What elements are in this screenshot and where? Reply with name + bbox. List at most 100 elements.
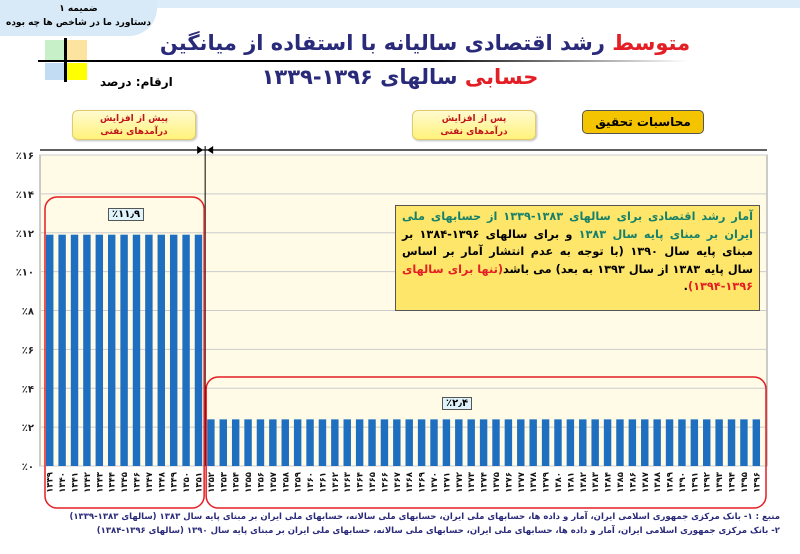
y-tick-label: ٪۲ xyxy=(22,423,34,434)
title-text: رشد اقتصادی سالیانه با استفاده از میانگی… xyxy=(159,31,613,55)
y-tick-label: ٪۱۶ xyxy=(16,151,34,162)
bar xyxy=(727,419,736,466)
data-label-after: ٪۲٫۴ xyxy=(442,397,473,410)
x-tick-label: ۱۳۴۳ xyxy=(95,471,105,493)
x-tick-label: ۱۳۵۷ xyxy=(269,471,279,493)
x-tick-label: ۱۳۵۹ xyxy=(294,471,304,493)
x-tick-label: ۱۳۸۲ xyxy=(579,471,589,493)
bar xyxy=(380,419,389,466)
source-note: منبع : ۱- بانک مرکزی جمهوری اسلامی ایران… xyxy=(60,510,780,538)
bar xyxy=(256,419,265,466)
x-tick-label: ۱۳۷۳ xyxy=(467,471,477,493)
y-tick-label: ٪۱۴ xyxy=(16,190,34,201)
before-oil-label-line2: درآمدهای نفتی xyxy=(100,127,168,137)
bar xyxy=(281,419,289,466)
note-box: آمار رشد اقتصادی برای سالهای ۱۳۸۳-۱۳۳۹ ا… xyxy=(395,205,760,311)
x-tick-label: ۱۳۶۱ xyxy=(318,472,328,493)
x-tick-label: ۱۳۶۹ xyxy=(418,471,428,493)
data-label-before: ٪۱۱٫۹ xyxy=(108,208,145,221)
annex-number: ضمیمه ۱ xyxy=(59,4,98,14)
bar xyxy=(355,419,364,466)
bar xyxy=(690,419,699,466)
bar xyxy=(393,419,401,466)
bar xyxy=(107,234,116,466)
bar xyxy=(331,419,339,466)
units-label: ارقام: درصد xyxy=(100,75,173,89)
x-tick-label: ۱۳۶۲ xyxy=(331,471,341,493)
bar xyxy=(529,419,537,466)
bar xyxy=(207,419,215,466)
x-tick-label: ۱۳۶۷ xyxy=(393,471,403,493)
bar xyxy=(293,419,302,466)
x-tick-label: ۱۳۸۵ xyxy=(616,472,626,493)
before-oil-label: پیش از افزایش درآمدهای نفتی xyxy=(72,110,196,140)
bar xyxy=(83,234,91,466)
highlight-after xyxy=(205,376,767,509)
x-tick-label: ۱۳۴۰ xyxy=(58,472,68,493)
bar xyxy=(678,419,686,466)
x-tick-label: ۱۳۷۲ xyxy=(455,471,465,493)
bar xyxy=(231,419,240,466)
x-tick-label: ۱۳۹۲ xyxy=(703,471,713,493)
bar xyxy=(95,234,104,466)
bar xyxy=(58,234,66,466)
bar xyxy=(70,234,79,466)
bar xyxy=(132,234,141,466)
x-tick-label: ۱۳۷۱ xyxy=(442,472,452,493)
x-tick-label: ۱۳۵۴ xyxy=(232,472,242,493)
x-tick-label: ۱۳۴۶ xyxy=(132,472,142,493)
logo-orange-square xyxy=(67,40,87,60)
x-tick-label: ۱۳۹۳ xyxy=(715,471,725,493)
x-tick-label: ۱۳۶۵ xyxy=(368,472,378,493)
x-tick-label: ۱۳۸۴ xyxy=(604,472,614,493)
x-tick-label: ۱۳۵۵ xyxy=(244,472,254,493)
bar xyxy=(467,419,475,466)
bar xyxy=(603,419,612,466)
bar xyxy=(591,419,599,466)
bar xyxy=(665,419,674,466)
x-tick-label: ۱۳۸۳ xyxy=(591,471,601,493)
x-tick-label: ۱۳۴۸ xyxy=(157,471,167,493)
after-oil-label-line1: پس از افزایش xyxy=(441,114,507,124)
y-tick-label: ٪۱۲ xyxy=(16,229,34,240)
x-tick-label: ۱۳۴۴ xyxy=(108,472,118,493)
x-tick-label: ۱۳۷۴ xyxy=(480,472,490,493)
bar xyxy=(703,419,711,466)
bar xyxy=(479,419,488,466)
x-tick-label: ۱۳۴۷ xyxy=(145,471,155,493)
bar xyxy=(504,419,513,466)
chart-title-line2: حسابی سالهای ۱۳۹۶-۱۳۳۹ xyxy=(150,62,650,92)
y-tick-label: ٪۴ xyxy=(22,384,34,395)
source-line1: منبع : ۱- بانک مرکزی جمهوری اسلامی ایران… xyxy=(69,512,780,522)
top-band xyxy=(0,0,800,8)
bar xyxy=(492,419,500,466)
bar xyxy=(653,419,661,466)
x-tick-label: ۱۳۴۹ xyxy=(170,471,180,493)
bar xyxy=(46,234,54,466)
x-tick-label: ۱۳۵۸ xyxy=(281,471,291,493)
x-tick-label: ۱۳۸۱ xyxy=(566,472,576,493)
x-tick-label: ۱۳۹۴ xyxy=(728,472,738,493)
x-tick-label: ۱۳۵۲ xyxy=(207,471,217,493)
y-tick-label: ٪۸ xyxy=(22,307,34,318)
y-tick-label: ٪۶ xyxy=(22,345,34,356)
note-text-green: آمار رشد اقتصادی برای سالهای ۱۳۸۳-۱۳۳۹ ا… xyxy=(402,210,753,241)
bar xyxy=(318,419,327,466)
x-tick-label: ۱۳۹۶ xyxy=(752,472,762,493)
x-tick-label: ۱۳۸۹ xyxy=(666,471,676,493)
bar xyxy=(715,419,723,466)
bar xyxy=(641,419,649,466)
bar xyxy=(405,419,413,466)
x-tick-label: ۱۳۹۰ xyxy=(678,472,688,493)
bar xyxy=(343,419,351,466)
arrow-icon xyxy=(197,146,214,154)
bar xyxy=(752,419,761,466)
bar xyxy=(157,234,166,466)
title-text-2: سالهای ۱۳۹۶-۱۳۳۹ xyxy=(261,65,465,89)
x-tick-label: ۱۳۷۷ xyxy=(517,471,527,493)
bar xyxy=(182,234,190,466)
x-tick-label: ۱۳۶۸ xyxy=(405,471,415,493)
x-tick-label: ۱۳۸۶ xyxy=(628,472,638,493)
x-tick-label: ۱۳۴۵ xyxy=(120,472,130,493)
before-oil-label-line1: پیش از افزایش xyxy=(99,114,169,124)
